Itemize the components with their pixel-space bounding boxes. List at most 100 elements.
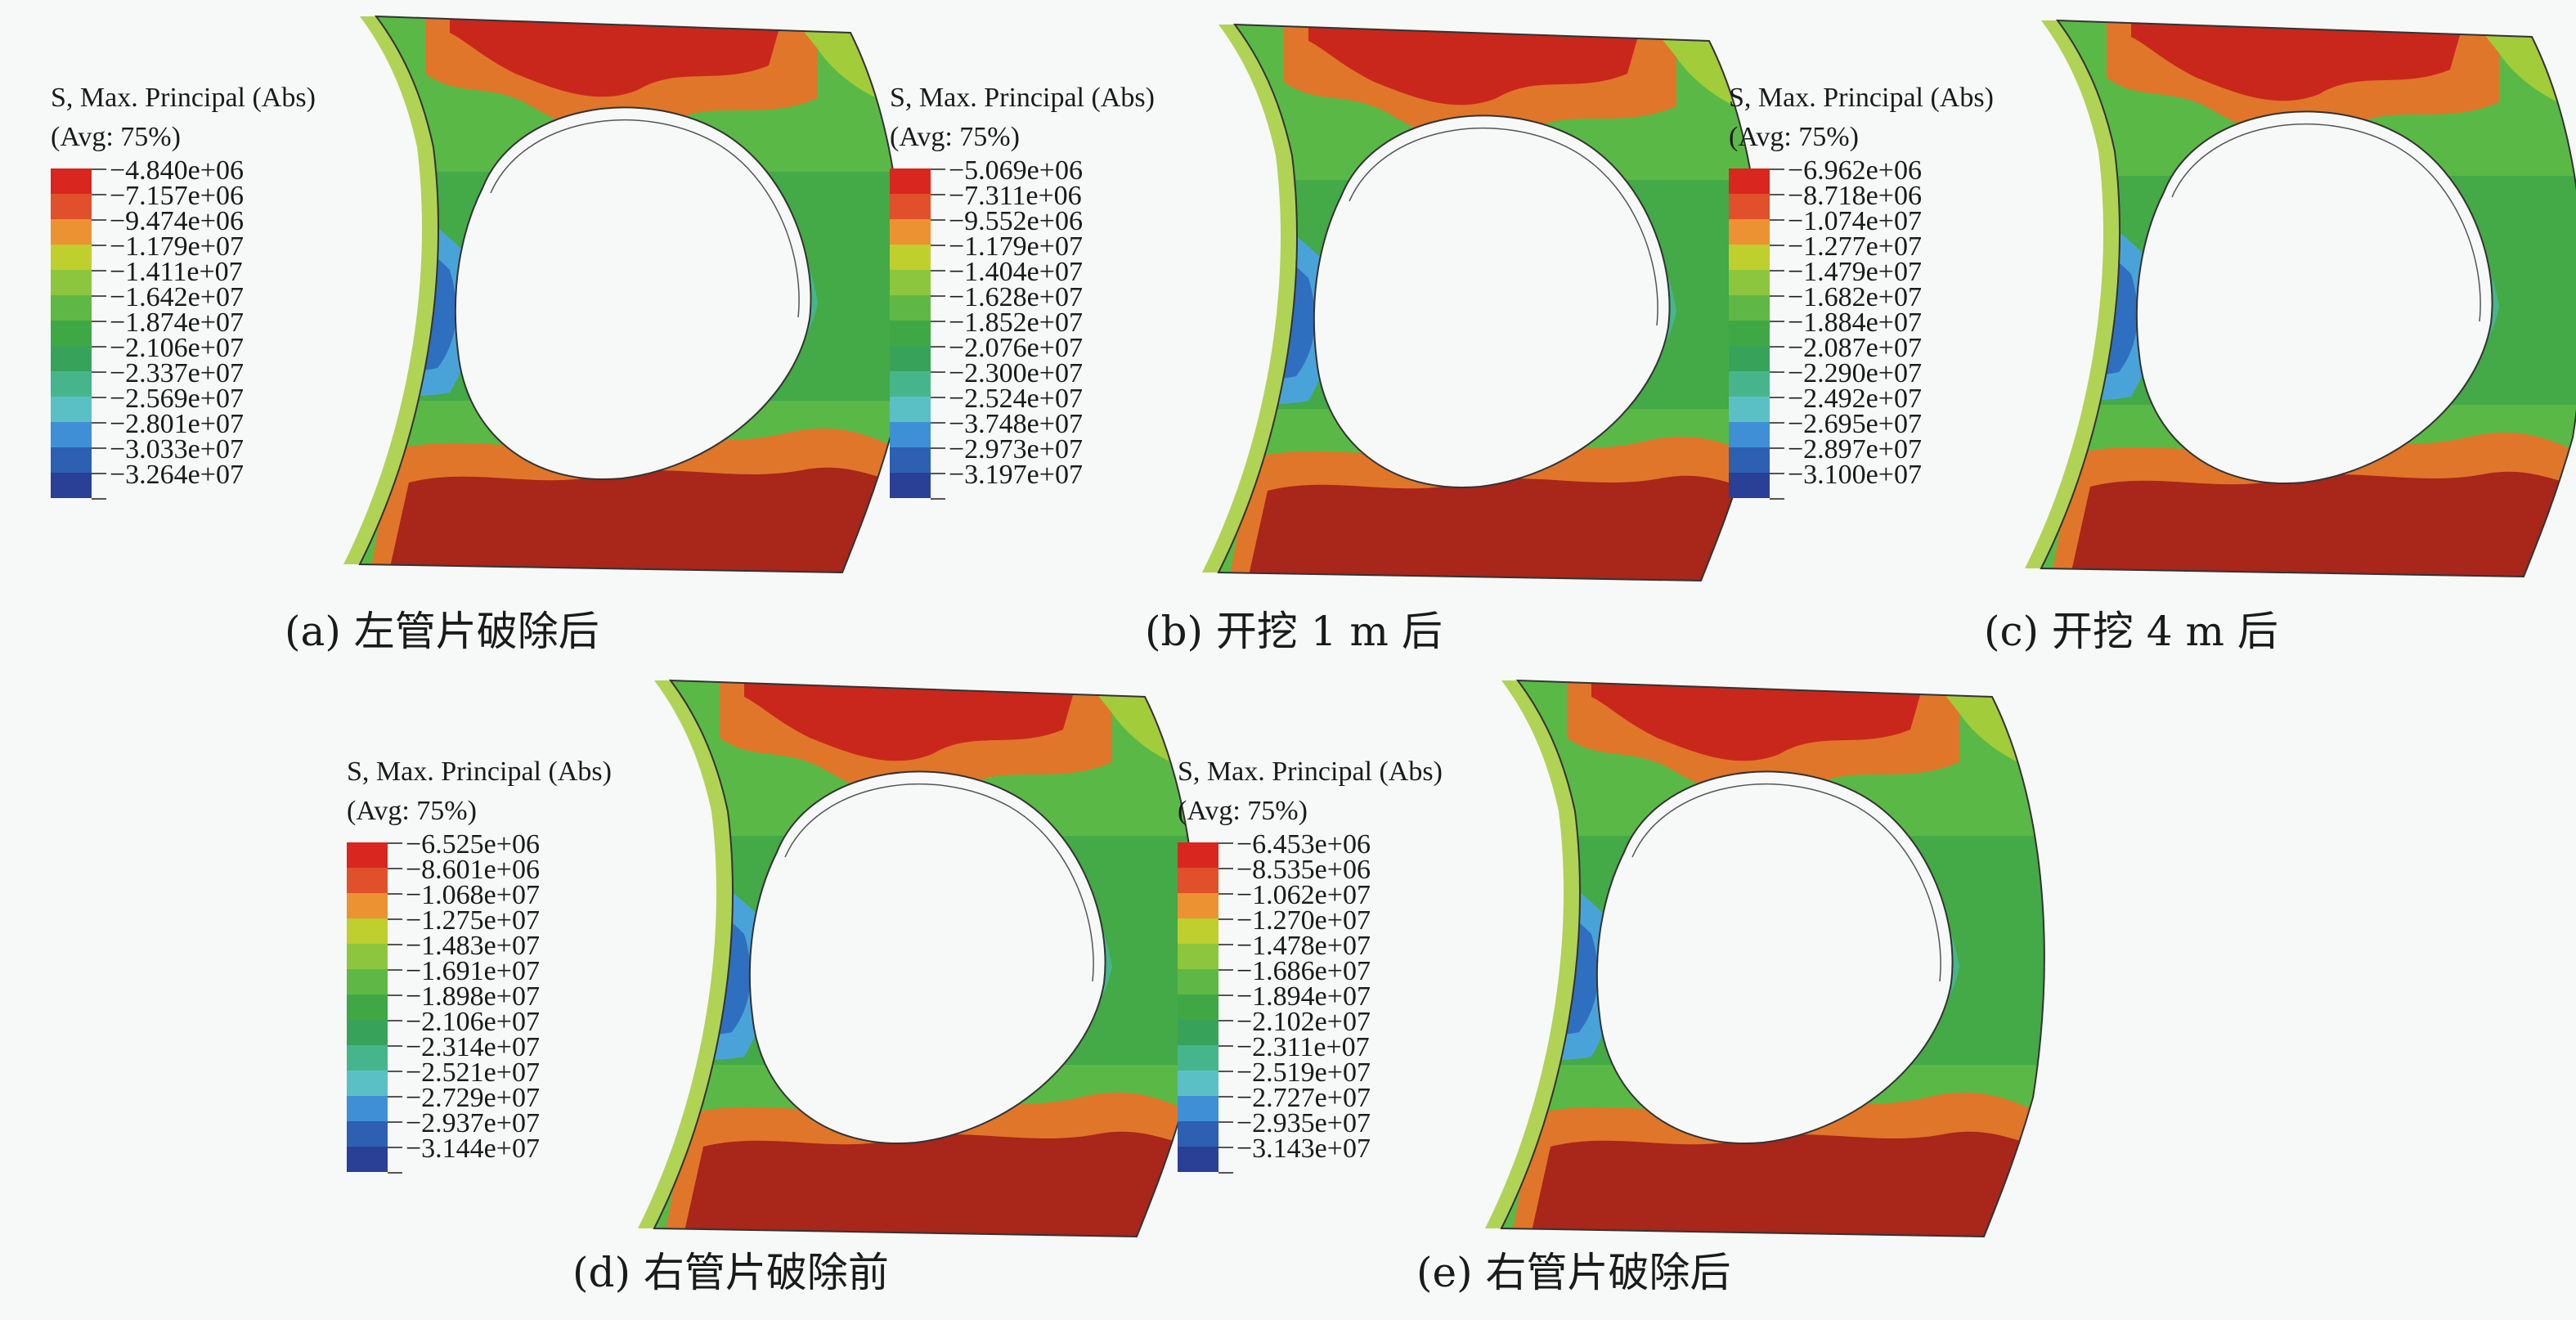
legend-swatch <box>1178 944 1218 969</box>
caption-e: (e) 右管片破除后 <box>1416 1249 1731 1296</box>
legend-value: −4.840e+06 <box>110 155 244 186</box>
legend-value: −3.100e+07 <box>1788 460 1922 490</box>
legend-swatch <box>1729 321 1770 346</box>
legend-tick <box>388 1071 402 1072</box>
legend-d: S, Max. Principal (Abs) (Avg: 75%) −6.52… <box>347 752 612 1174</box>
legend-value: −3.033e+07 <box>110 434 244 465</box>
caption-a: (a) 左管片破除后 <box>285 608 599 655</box>
legend-value: −1.884e+07 <box>1788 308 1922 338</box>
legend-swatch <box>51 473 92 498</box>
panel-a: S, Max. Principal (Abs) (Avg: 75%) −4.84… <box>0 0 904 671</box>
legend-tick <box>92 473 106 474</box>
legend-value: −1.074e+07 <box>1788 206 1922 236</box>
legend-value: −1.691e+07 <box>406 956 540 986</box>
fem-model-a <box>343 15 904 574</box>
legend-swatch <box>1729 473 1770 498</box>
legend-swatch <box>347 1147 388 1172</box>
legend-value: −2.524e+07 <box>949 384 1083 414</box>
legend-swatch <box>51 245 92 270</box>
legend-value: −1.628e+07 <box>949 282 1083 312</box>
legend-value: −1.411e+07 <box>110 257 243 287</box>
panel-c: S, Max. Principal (Abs) (Avg: 75%) −6.96… <box>1681 0 2576 671</box>
legend-value: −2.106e+07 <box>406 1007 540 1037</box>
legend-value: −3.144e+07 <box>406 1134 540 1164</box>
model-body <box>2025 19 2576 578</box>
legend-tick <box>92 168 106 170</box>
legend-tick <box>92 295 106 297</box>
legend-value: −2.311e+07 <box>1236 1032 1370 1062</box>
legend-swatch <box>890 346 931 371</box>
legend-swatch <box>51 371 92 397</box>
legend-tick <box>1770 245 1784 246</box>
legend-tick <box>1218 893 1233 895</box>
legend-tick <box>1218 1147 1233 1148</box>
legend-value: −9.552e+06 <box>949 206 1083 236</box>
legend-value: −1.478e+07 <box>1236 931 1371 961</box>
legend-tick <box>388 1121 402 1123</box>
legend-avg: (Avg: 75%) <box>1729 122 1859 152</box>
legend-tick <box>1770 295 1784 297</box>
legend-swatch <box>1178 1071 1218 1096</box>
legend-tick <box>1770 194 1784 195</box>
legend-swatch <box>347 893 388 918</box>
legend-swatch <box>1178 1121 1218 1147</box>
legend-swatch <box>1178 969 1218 994</box>
legend-tick <box>92 371 106 373</box>
legend-tick <box>1218 944 1233 945</box>
legend-b: S, Max. Principal (Abs) (Avg: 75%) −5.06… <box>890 79 1155 500</box>
legend-swatch <box>347 1071 388 1096</box>
legend-value: −1.852e+07 <box>949 308 1083 338</box>
panel-d: S, Max. Principal (Abs) (Avg: 75%) −6.52… <box>294 676 1198 1320</box>
legend-tick <box>388 969 402 971</box>
legend-tick <box>388 842 402 844</box>
legend-value: −7.311e+06 <box>949 181 1082 211</box>
legend-swatch <box>890 295 931 321</box>
legend-tick <box>1218 1121 1233 1123</box>
legend-tick <box>388 1172 402 1174</box>
legend-swatch <box>51 270 92 295</box>
legend-tick <box>1770 219 1784 221</box>
legend-value: −3.197e+07 <box>949 460 1083 490</box>
legend-value: −2.521e+07 <box>406 1057 540 1088</box>
legend-tick <box>1218 1071 1233 1072</box>
legend-swatch <box>890 422 931 447</box>
legend-swatch <box>347 994 388 1020</box>
legend-value: −1.483e+07 <box>406 931 540 961</box>
legend-tick <box>92 422 106 424</box>
legend-value: −2.106e+07 <box>110 333 244 363</box>
legend-swatch <box>1178 868 1218 893</box>
legend-tick <box>92 270 106 272</box>
legend-tick <box>92 194 106 195</box>
legend-swatch <box>1178 842 1218 868</box>
legend-tick <box>1770 498 1784 500</box>
legend-tick <box>92 219 106 221</box>
legend-title: S, Max. Principal (Abs) <box>1729 83 1994 113</box>
legend-swatch <box>1729 245 1770 270</box>
legend-tick <box>931 473 945 474</box>
legend-value: −2.087e+07 <box>1788 333 1922 363</box>
legend-value: −1.062e+07 <box>1236 880 1371 910</box>
legend-tick <box>388 918 402 920</box>
legend-tick <box>1218 842 1233 844</box>
legend-tick <box>1770 473 1784 474</box>
legend-swatch <box>890 321 931 346</box>
legend-tick <box>388 868 402 869</box>
legend-tick <box>931 371 945 373</box>
legend-colorbar <box>1729 168 1770 498</box>
legend-tick <box>92 245 106 246</box>
legend-value: −1.179e+07 <box>110 231 244 262</box>
legend-value: −3.143e+07 <box>1236 1134 1371 1164</box>
legend-value: −2.937e+07 <box>406 1108 540 1138</box>
legend-value: −9.474e+06 <box>110 206 244 236</box>
legend-swatch <box>1178 893 1218 918</box>
panel-e: S, Max. Principal (Abs) (Avg: 75%) −6.45… <box>1125 676 2045 1320</box>
legend-tick <box>92 321 106 322</box>
legend-title: S, Max. Principal (Abs) <box>1178 757 1443 787</box>
legend-swatch <box>1178 994 1218 1020</box>
legend-tick <box>388 944 402 945</box>
legend-value: −1.898e+07 <box>406 981 540 1012</box>
legend-swatch <box>51 168 92 194</box>
legend-value: −3.264e+07 <box>110 460 244 490</box>
legend-tick <box>931 295 945 297</box>
legend-tick <box>1218 918 1233 920</box>
